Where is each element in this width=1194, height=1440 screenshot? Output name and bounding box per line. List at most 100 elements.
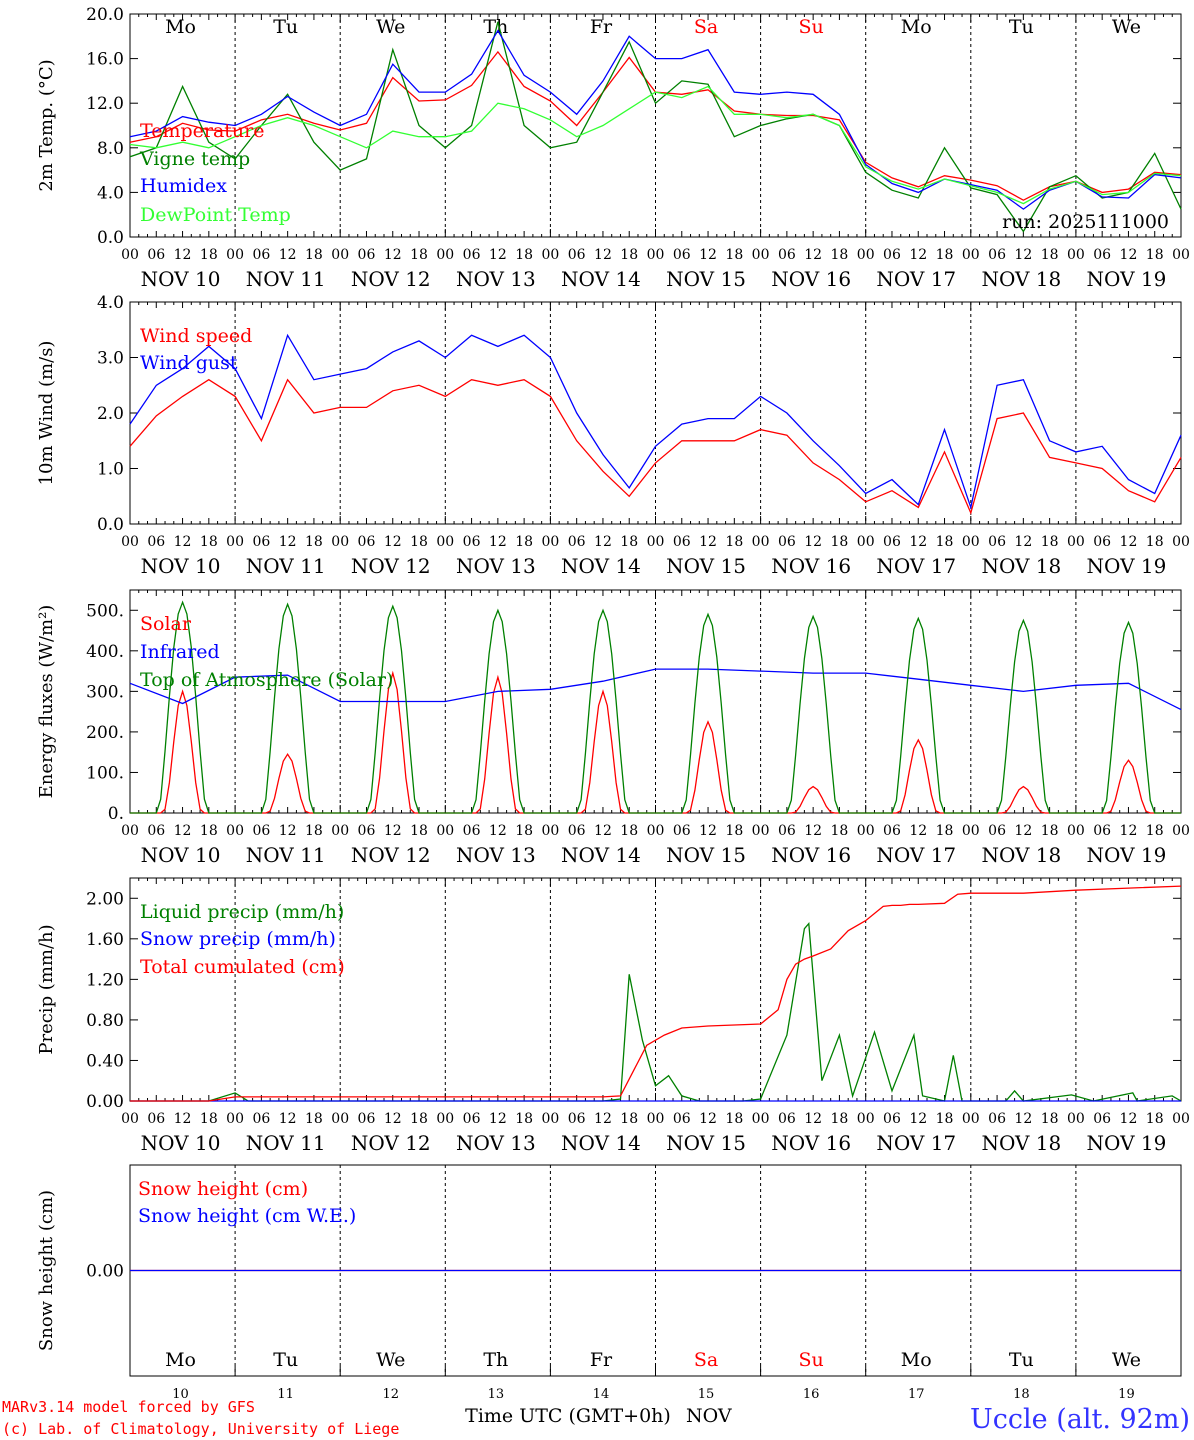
hour-label: 18 xyxy=(515,534,533,550)
hour-label: 06 xyxy=(883,823,901,839)
hour-label: 00 xyxy=(857,247,875,263)
hour-label: 06 xyxy=(147,1111,165,1127)
date-label: NOV 14 xyxy=(561,1131,641,1155)
date-label: NOV 18 xyxy=(981,843,1061,867)
date-label: NOV 14 xyxy=(561,843,641,867)
hour-label: 06 xyxy=(463,1111,481,1127)
hour-label: 06 xyxy=(463,534,481,550)
hour-label: 18 xyxy=(831,823,849,839)
legend-precip-2: Total cumulated (cm) xyxy=(140,956,345,978)
hour-label: 12 xyxy=(594,247,612,263)
x-axis-title: Time UTC (GMT+0h) xyxy=(465,1405,671,1427)
y-tick-label: 2.00 xyxy=(86,889,124,909)
hour-label: 00 xyxy=(1067,247,1085,263)
legend-energy-2: Top of Atmosphere (Solar) xyxy=(140,669,393,691)
y-tick-label: 20.0 xyxy=(86,5,124,25)
hour-label: 12 xyxy=(384,247,402,263)
panel-snow: 0.00 Snow height (cm) Mo 10 Tu 11 We 12 Th 13 Fr 14… xyxy=(36,1164,1182,1402)
weekday-label: Tu xyxy=(273,1349,298,1371)
hour-label: 06 xyxy=(147,534,165,550)
hour-label: 12 xyxy=(489,1111,507,1127)
weekday-label: Sa xyxy=(694,16,718,38)
y-tick-label: 400. xyxy=(86,642,124,662)
hour-label: 00 xyxy=(226,823,244,839)
y-tick-label: 4.0 xyxy=(97,183,124,203)
day-number-label: 19 xyxy=(1118,1387,1135,1402)
hour-label: 06 xyxy=(778,823,796,839)
hour-label: 00 xyxy=(331,1111,349,1127)
hour-label: 18 xyxy=(1146,534,1164,550)
day-number-label: 18 xyxy=(1013,1387,1030,1402)
hour-label: 00 xyxy=(436,247,454,263)
hour-label: 18 xyxy=(936,247,954,263)
weekday-label: Fr xyxy=(590,16,613,38)
credits-line-2: (c) Lab. of Climatology, University of L… xyxy=(2,1420,399,1438)
date-label: NOV 11 xyxy=(246,267,326,291)
hour-label: 06 xyxy=(252,1111,270,1127)
hour-label: 06 xyxy=(252,247,270,263)
y-tick-label: 16.0 xyxy=(86,50,124,70)
hour-label: 00 xyxy=(226,534,244,550)
hour-label: 00 xyxy=(121,247,139,263)
hour-label: 18 xyxy=(410,1111,428,1127)
weekday-label: Mo xyxy=(901,16,932,38)
y-tick-label: 300. xyxy=(86,682,124,702)
weekday-label: Fr xyxy=(590,1349,613,1371)
legend-wind-1: Wind gust xyxy=(140,352,238,374)
hour-label: 18 xyxy=(1041,247,1059,263)
hour-label: 00 xyxy=(962,1111,980,1127)
y-tick-label: 0.0 xyxy=(97,515,124,535)
date-label: NOV 16 xyxy=(771,843,851,867)
hour-label: 00 xyxy=(541,247,559,263)
hour-label: 12 xyxy=(489,247,507,263)
hour-label: 12 xyxy=(489,823,507,839)
y-tick-label: 0.00 xyxy=(86,1092,124,1112)
hour-label: 00 xyxy=(647,534,665,550)
hour-label: 06 xyxy=(673,247,691,263)
date-label: NOV 12 xyxy=(351,267,431,291)
hour-label: 12 xyxy=(489,534,507,550)
date-label: NOV 18 xyxy=(981,1131,1061,1155)
hour-label: 06 xyxy=(568,247,586,263)
hour-label: 00 xyxy=(1067,534,1085,550)
date-label: NOV 19 xyxy=(1087,554,1167,578)
legend-temperature-1: Vigne temp xyxy=(139,148,250,170)
hour-label: 12 xyxy=(1120,247,1138,263)
hour-label: 18 xyxy=(936,534,954,550)
date-label: NOV 19 xyxy=(1087,267,1167,291)
x-axis-month: NOV xyxy=(686,1405,732,1427)
hour-label: 18 xyxy=(831,247,849,263)
day-number-label: 17 xyxy=(908,1387,925,1402)
hour-label: 06 xyxy=(883,247,901,263)
hour-label: 06 xyxy=(1093,1111,1111,1127)
hour-label: 06 xyxy=(147,247,165,263)
hour-label: 18 xyxy=(1146,823,1164,839)
hour-label: 18 xyxy=(725,823,743,839)
y-tick-label: 3.0 xyxy=(97,349,124,369)
panel-energy: 0. 100. 200. 300. 400. 500. Energy fluxes (W/m… xyxy=(36,589,1190,867)
date-label: NOV 10 xyxy=(141,554,221,578)
hour-label: 18 xyxy=(1041,534,1059,550)
hour-label: 18 xyxy=(620,1111,638,1127)
hour-label: 18 xyxy=(620,823,638,839)
hour-label: 06 xyxy=(463,823,481,839)
weekday-label: Mo xyxy=(901,1349,932,1371)
credits-line-1: MARv3.14 model forced by GFS xyxy=(2,1398,255,1416)
legend-energy-0: Solar xyxy=(140,613,192,635)
hour-label: 06 xyxy=(147,823,165,839)
hour-label: 12 xyxy=(909,534,927,550)
hour-label: 06 xyxy=(778,534,796,550)
date-label: NOV 15 xyxy=(666,554,746,578)
date-label: NOV 10 xyxy=(141,843,221,867)
hour-label: 18 xyxy=(936,1111,954,1127)
hour-label: 06 xyxy=(252,534,270,550)
day-number-label: 12 xyxy=(382,1387,399,1402)
hour-label: 00 xyxy=(857,1111,875,1127)
hour-label: 18 xyxy=(200,1111,218,1127)
date-label: NOV 10 xyxy=(141,267,221,291)
hour-label: 12 xyxy=(1120,1111,1138,1127)
hour-label: 00 xyxy=(1172,1111,1190,1127)
date-label: NOV 13 xyxy=(456,843,536,867)
plot-frame xyxy=(129,589,1182,814)
series-line-temperature-3 xyxy=(129,85,1182,205)
